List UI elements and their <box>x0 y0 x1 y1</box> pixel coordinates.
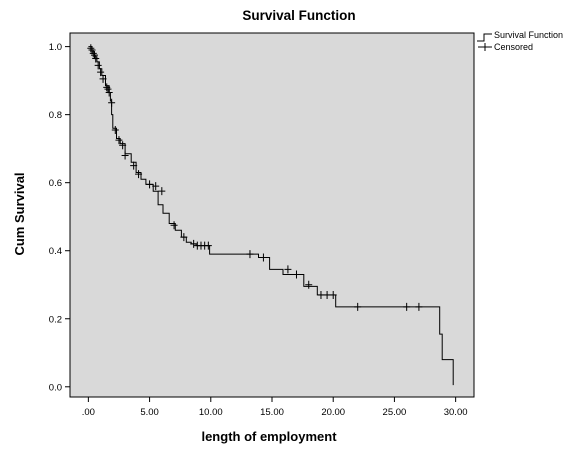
censored-mark <box>190 239 198 248</box>
censored-mark <box>354 302 362 311</box>
y-axis: 0.0 0.2 0.4 0.6 0.8 1.0 <box>49 42 70 393</box>
x-tick-label: 30.00 <box>444 407 468 418</box>
chart-title: Survival Function <box>242 8 355 23</box>
censored-mark <box>89 49 97 58</box>
legend-step-icon <box>477 33 492 42</box>
censored-mark <box>158 187 166 196</box>
censored-mark <box>317 290 325 299</box>
censored-mark <box>94 61 102 70</box>
y-tick-label: 1.0 <box>49 42 62 53</box>
censored-mark <box>115 136 123 145</box>
censored-mark <box>152 182 160 191</box>
censored-mark <box>323 290 331 299</box>
censored-mark <box>104 85 112 94</box>
y-tick-label: 0.6 <box>49 178 62 189</box>
plot-area <box>69 32 475 398</box>
censored-mark <box>111 125 119 134</box>
x-tick-label: 15.00 <box>260 407 284 418</box>
censored-mark <box>121 151 129 160</box>
y-axis-label: Cum Survival <box>12 172 27 255</box>
censored-mark <box>305 280 313 289</box>
censored-mark <box>204 241 212 250</box>
censored-mark <box>88 46 96 55</box>
censored-mark <box>292 270 300 279</box>
censored-mark <box>108 98 116 107</box>
legend-item-censored: Censored <box>494 42 533 52</box>
censored-mark <box>92 54 100 63</box>
censored-mark <box>415 302 423 311</box>
censored-mark <box>135 170 143 179</box>
x-tick-label: .00 <box>82 407 95 418</box>
censored-mark <box>99 74 107 83</box>
censored-mark <box>87 44 95 53</box>
survival-step-line <box>88 46 454 386</box>
censored-mark <box>119 141 127 150</box>
x-tick-label: 10.00 <box>199 407 223 418</box>
y-tick-label: 0.8 <box>49 110 62 121</box>
x-tick-label: 20.00 <box>321 407 345 418</box>
legend: Survival Function Censored <box>477 30 563 52</box>
censored-mark <box>329 290 337 299</box>
censored-mark <box>170 221 178 230</box>
censored-mark <box>97 68 105 77</box>
legend-censor-icon <box>478 43 492 51</box>
x-tick-label: 5.00 <box>140 407 159 418</box>
censored-mark <box>246 250 254 259</box>
censored-mark <box>403 302 411 311</box>
x-axis-label: length of employment <box>201 429 337 444</box>
legend-item-survival-function: Survival Function <box>494 30 563 40</box>
chart-marks <box>87 44 454 386</box>
censored-mark <box>105 88 113 97</box>
censored-mark <box>180 233 188 242</box>
censored-mark <box>259 253 267 262</box>
censored-mark <box>90 51 98 60</box>
censored-mark <box>103 83 111 92</box>
x-tick-label: 25.00 <box>383 407 407 418</box>
x-axis: .00 5.00 10.00 15.00 20.00 25.00 30.00 <box>82 397 468 418</box>
y-tick-label: 0.0 <box>49 382 62 393</box>
censored-mark <box>130 161 138 170</box>
censored-mark <box>284 265 292 274</box>
censored-mark <box>146 180 154 189</box>
y-tick-label: 0.2 <box>49 314 62 325</box>
y-tick-label: 0.4 <box>49 246 62 257</box>
